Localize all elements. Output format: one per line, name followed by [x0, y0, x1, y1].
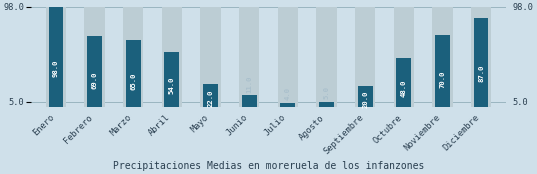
Text: 20.0: 20.0 [362, 90, 368, 108]
Text: 65.0: 65.0 [130, 73, 136, 90]
Bar [358, 86, 373, 107]
Text: 22.0: 22.0 [207, 89, 214, 107]
Bar [471, 7, 491, 107]
Text: 87.0: 87.0 [478, 64, 484, 82]
Bar [48, 7, 63, 107]
Bar [242, 95, 257, 107]
Bar [278, 7, 298, 107]
Bar [164, 52, 179, 107]
Bar [319, 101, 334, 107]
Text: 5.0: 5.0 [323, 86, 330, 99]
X-axis label: Precipitaciones Medias en moreruela de los infanzones: Precipitaciones Medias en moreruela de l… [113, 161, 424, 171]
Bar [355, 7, 375, 107]
Text: 48.0: 48.0 [401, 79, 407, 97]
Bar [239, 7, 259, 107]
Text: 98.0: 98.0 [53, 60, 59, 77]
Bar [87, 36, 102, 107]
Bar [280, 102, 295, 107]
Text: 11.0: 11.0 [246, 75, 252, 93]
Bar [474, 18, 489, 107]
Bar [200, 7, 221, 107]
Text: 69.0: 69.0 [91, 71, 98, 89]
Text: 70.0: 70.0 [439, 71, 446, 88]
Bar [316, 7, 337, 107]
Bar [123, 7, 143, 107]
Bar [126, 40, 141, 107]
Bar [203, 84, 218, 107]
Bar [432, 7, 453, 107]
Bar [435, 35, 450, 107]
Bar [394, 7, 414, 107]
Bar [162, 7, 182, 107]
Bar [396, 58, 411, 107]
Text: 54.0: 54.0 [169, 77, 175, 94]
Bar [84, 7, 105, 107]
Bar [46, 7, 66, 107]
Text: 4.0: 4.0 [285, 87, 291, 100]
